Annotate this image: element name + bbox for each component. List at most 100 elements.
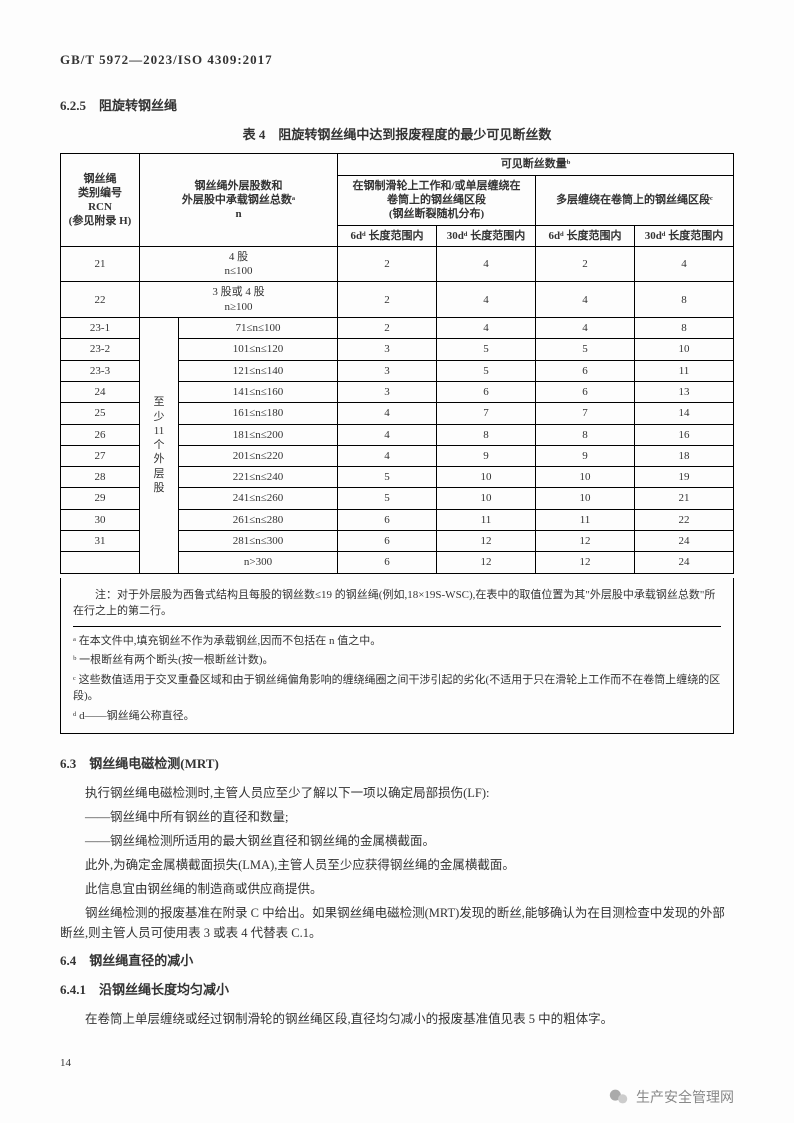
cell: 10: [536, 488, 635, 509]
col-6d-a: 6dᵈ 长度范围内: [338, 225, 437, 246]
cell: 2: [536, 246, 635, 282]
cell: 3: [338, 381, 437, 402]
cell-range: 241≤n≤260: [179, 488, 338, 509]
section-6-2-5: 6.2.5 阻旋转钢丝绳: [60, 96, 734, 117]
cell: 10: [437, 488, 536, 509]
paragraph: 钢丝绳检测的报废基准在附录 C 中给出。如果钢丝绳电磁检测(MRT)发现的断丝,…: [60, 903, 734, 943]
cell: 12: [536, 531, 635, 552]
section-num: 6.3: [60, 756, 76, 771]
cell: 24: [635, 531, 734, 552]
cell: 11: [536, 509, 635, 530]
cell: 10: [536, 467, 635, 488]
table-row: 22 3 股或 4 股 n≥100 2 4 4 8: [61, 282, 734, 318]
watermark-text: 生产安全管理网: [636, 1086, 734, 1108]
cell: 13: [635, 381, 734, 402]
cell: 4: [437, 318, 536, 339]
bullet: ——钢丝绳中所有钢丝的直径和数量;: [85, 807, 734, 827]
cell: 5: [437, 339, 536, 360]
cell: 4: [338, 445, 437, 466]
cell: 21: [635, 488, 734, 509]
cell-rcn: 28: [61, 467, 140, 488]
paragraph: 执行钢丝绳电磁检测时,主管人员应至少了解以下一项以确定局部损伤(LF):: [60, 783, 734, 803]
cell: 16: [635, 424, 734, 445]
col-section-a: 在钢制滑轮上工作和/或单层缠绕在 卷筒上的钢丝绳区段 (钢丝断裂随机分布): [338, 175, 536, 225]
cell: 3: [338, 360, 437, 381]
section-6-4: 6.4 钢丝绳直径的减小: [60, 951, 734, 972]
cell: 5: [338, 467, 437, 488]
cell: 9: [437, 445, 536, 466]
cell: 22: [635, 509, 734, 530]
cell: 4: [437, 282, 536, 318]
paragraph: 此外,为确定金属横截面损失(LMA),主管人员至少应获得钢丝绳的金属横截面。: [60, 855, 734, 875]
cell-mid-label: 至 少 11 个 外 层 股: [140, 318, 179, 574]
cell: 24: [635, 552, 734, 573]
cell: 6: [536, 381, 635, 402]
page-number: 14: [60, 1055, 71, 1073]
col-visible-breaks: 可见断丝数量ᵇ: [338, 154, 734, 175]
col-section-b: 多层缠绕在卷筒上的钢丝绳区段ᶜ: [536, 175, 734, 225]
cell: 18: [635, 445, 734, 466]
section-6-4-1: 6.4.1 沿钢丝绳长度均匀减小: [60, 980, 734, 1001]
cell-rcn: 25: [61, 403, 140, 424]
cell-range: 101≤n≤120: [179, 339, 338, 360]
cell: 4: [635, 246, 734, 282]
table4-notes: 注：对于外层股为西鲁式结构且每股的钢丝数≤19 的钢丝绳(例如,18×19S-W…: [60, 578, 734, 735]
cell-range: 181≤n≤200: [179, 424, 338, 445]
cell-range: 221≤n≤240: [179, 467, 338, 488]
cell-rcn: 29: [61, 488, 140, 509]
cell-rcn: 30: [61, 509, 140, 530]
col-6d-b: 6dᵈ 长度范围内: [536, 225, 635, 246]
cell-range: 281≤n≤300: [179, 531, 338, 552]
cell: 6: [338, 509, 437, 530]
cell: 7: [536, 403, 635, 424]
section-title: 钢丝绳直径的减小: [89, 953, 193, 968]
section-6-3: 6.3 钢丝绳电磁检测(MRT): [60, 754, 734, 775]
cell: 19: [635, 467, 734, 488]
cell: 4: [338, 424, 437, 445]
col-30d-a: 30dᵈ 长度范围内: [437, 225, 536, 246]
cell-rcn: 22: [61, 282, 140, 318]
cell-rcn: 27: [61, 445, 140, 466]
cell-rcn: 23-1: [61, 318, 140, 339]
cell: 3: [338, 339, 437, 360]
section-num: 6.2.5: [60, 98, 86, 113]
cell: 2: [338, 318, 437, 339]
wechat-icon: [608, 1086, 630, 1108]
cell: 6: [536, 360, 635, 381]
cell: 10: [437, 467, 536, 488]
cell-rcn: 31: [61, 531, 140, 552]
cell-rcn: 23-3: [61, 360, 140, 381]
cell-range: 121≤n≤140: [179, 360, 338, 381]
note-b: ᵇ 一根断丝有两个断头(按一根断丝计数)。: [73, 652, 721, 669]
table4: 钢丝绳 类别编号 RCN (参见附录 H) 钢丝绳外层股数和 外层股中承载钢丝总…: [60, 153, 734, 573]
note-d: ᵈ d——钢丝绳公称直径。: [73, 708, 721, 725]
bullet: ——钢丝绳检测所适用的最大钢丝直径和钢丝绳的金属横截面。: [85, 831, 734, 851]
cell: 6: [338, 552, 437, 573]
cell: 4: [338, 403, 437, 424]
cell: 8: [635, 318, 734, 339]
cell-range: 201≤n≤220: [179, 445, 338, 466]
cell: 4: [437, 246, 536, 282]
note-c: ᶜ 这些数值适用于交叉重叠区域和由于钢丝绳偏角影响的缠绕绳圈之间干涉引起的劣化(…: [73, 672, 721, 705]
cell-range: 71≤n≤100: [179, 318, 338, 339]
cell: 12: [536, 552, 635, 573]
paragraph: 此信息宜由钢丝绳的制造商或供应商提供。: [60, 879, 734, 899]
cell-rcn: 23-2: [61, 339, 140, 360]
cell: 10: [635, 339, 734, 360]
cell-rcn: [61, 552, 140, 573]
note-separator: [73, 626, 721, 627]
cell: 5: [536, 339, 635, 360]
cell: 8: [635, 282, 734, 318]
paragraph: 在卷筒上单层缠绕或经过钢制滑轮的钢丝绳区段,直径均匀减小的报废基准值见表 5 中…: [60, 1009, 734, 1029]
cell-rcn: 21: [61, 246, 140, 282]
cell-layers: 3 股或 4 股 n≥100: [140, 282, 338, 318]
cell: 14: [635, 403, 734, 424]
cell-range: n>300: [179, 552, 338, 573]
table4-caption: 表 4 阻旋转钢丝绳中达到报废程度的最少可见断丝数: [60, 125, 734, 146]
cell-layers: 4 股 n≤100: [140, 246, 338, 282]
cell: 8: [536, 424, 635, 445]
section-title: 阻旋转钢丝绳: [99, 98, 177, 113]
section-num: 6.4: [60, 953, 76, 968]
cell: 12: [437, 552, 536, 573]
cell: 8: [437, 424, 536, 445]
